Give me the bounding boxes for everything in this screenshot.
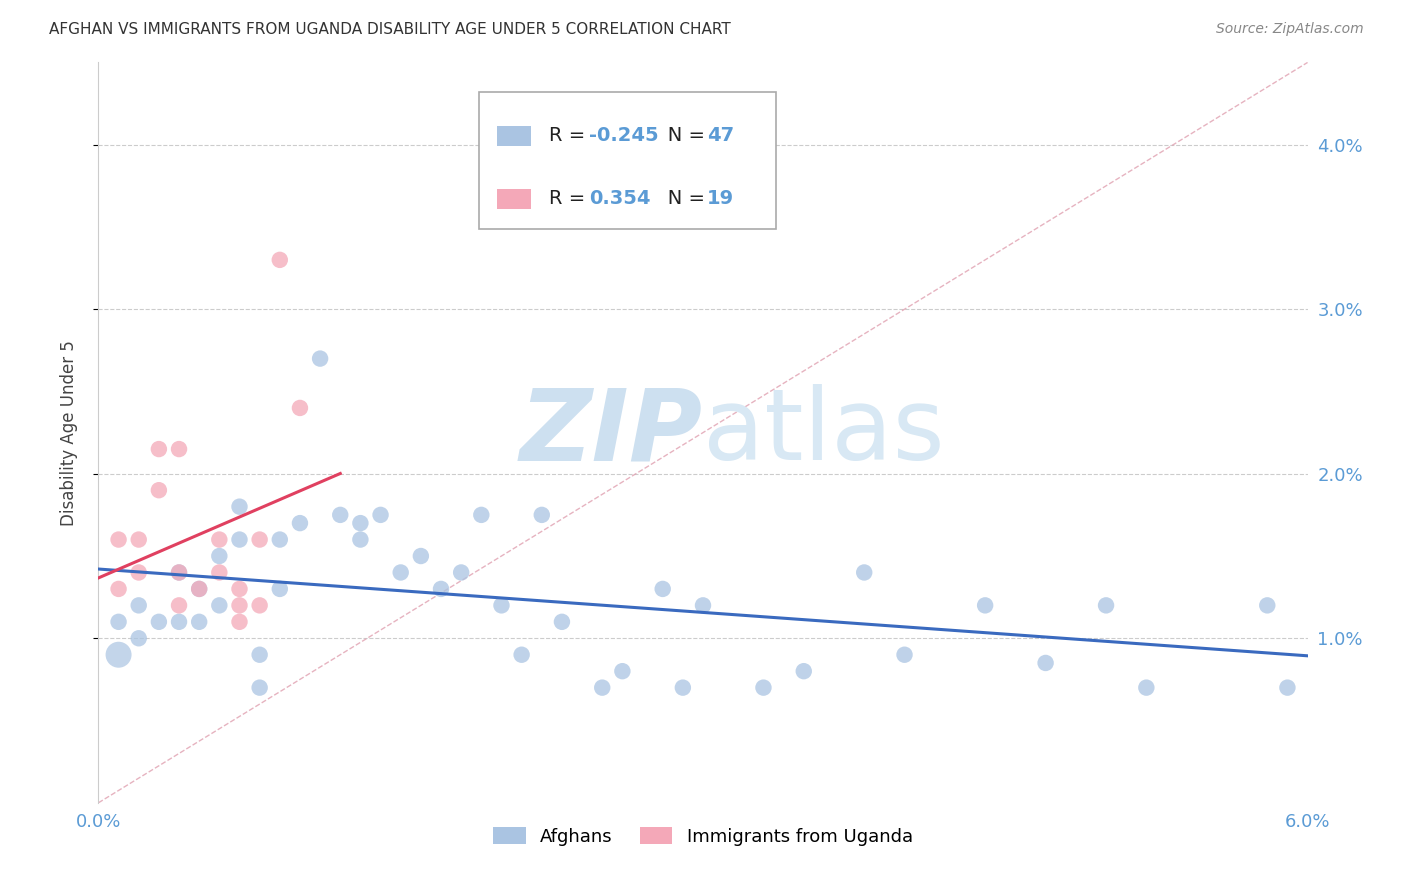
Point [1256, 599, 1278, 613]
Point [651, 582, 673, 596]
Point [793, 664, 815, 678]
Point [893, 648, 915, 662]
Point [853, 566, 876, 580]
Point [288, 401, 311, 415]
Point [974, 599, 997, 613]
Point [470, 508, 492, 522]
Point [188, 582, 211, 596]
Text: 47: 47 [707, 127, 734, 145]
Point [107, 533, 129, 547]
Text: R =: R = [550, 127, 592, 145]
Point [249, 599, 271, 613]
Text: AFGHAN VS IMMIGRANTS FROM UGANDA DISABILITY AGE UNDER 5 CORRELATION CHART: AFGHAN VS IMMIGRANTS FROM UGANDA DISABIL… [49, 22, 731, 37]
FancyBboxPatch shape [498, 188, 531, 210]
Point [370, 508, 392, 522]
Point [530, 508, 553, 522]
Point [692, 599, 714, 613]
Point [148, 483, 170, 498]
Point [188, 615, 211, 629]
FancyBboxPatch shape [498, 126, 531, 146]
Point [228, 582, 250, 596]
Point [269, 252, 291, 267]
FancyBboxPatch shape [479, 92, 776, 229]
Point [167, 566, 190, 580]
Text: ZIP: ZIP [520, 384, 703, 481]
Point [510, 648, 533, 662]
Point [148, 615, 170, 629]
Point [430, 582, 453, 596]
Point [208, 533, 231, 547]
Point [249, 648, 271, 662]
Text: N =: N = [648, 127, 711, 145]
Text: N =: N = [648, 189, 711, 209]
Point [672, 681, 695, 695]
Text: 0.354: 0.354 [589, 189, 651, 209]
Point [591, 681, 613, 695]
Point [188, 582, 211, 596]
Point [288, 516, 311, 530]
Point [208, 566, 231, 580]
Point [329, 508, 352, 522]
Point [167, 599, 190, 613]
Y-axis label: Disability Age Under 5: Disability Age Under 5 [59, 340, 77, 525]
Point [269, 582, 291, 596]
Point [349, 516, 371, 530]
Point [269, 533, 291, 547]
Point [450, 566, 472, 580]
Point [249, 533, 271, 547]
Point [752, 681, 775, 695]
Point [309, 351, 332, 366]
Point [349, 533, 371, 547]
Text: Source: ZipAtlas.com: Source: ZipAtlas.com [1216, 22, 1364, 37]
Point [107, 582, 129, 596]
Point [228, 599, 250, 613]
Point [491, 599, 513, 613]
Point [389, 566, 412, 580]
Point [107, 648, 129, 662]
Text: R =: R = [550, 189, 598, 209]
Text: -0.245: -0.245 [589, 127, 659, 145]
Point [249, 681, 271, 695]
Point [107, 615, 129, 629]
Point [1135, 681, 1157, 695]
Point [228, 533, 250, 547]
Point [148, 442, 170, 456]
Point [128, 533, 150, 547]
Text: 19: 19 [707, 189, 734, 209]
Point [612, 664, 634, 678]
Point [208, 599, 231, 613]
Point [208, 549, 231, 563]
Point [167, 566, 190, 580]
Point [167, 442, 190, 456]
Point [1277, 681, 1299, 695]
Point [128, 632, 150, 646]
Point [409, 549, 432, 563]
Point [1035, 656, 1057, 670]
Point [128, 599, 150, 613]
Point [128, 566, 150, 580]
Point [167, 615, 190, 629]
Text: atlas: atlas [703, 384, 945, 481]
Point [551, 615, 574, 629]
Point [228, 615, 250, 629]
Point [228, 500, 250, 514]
Legend: Afghans, Immigrants from Uganda: Afghans, Immigrants from Uganda [486, 820, 920, 853]
Point [1095, 599, 1118, 613]
